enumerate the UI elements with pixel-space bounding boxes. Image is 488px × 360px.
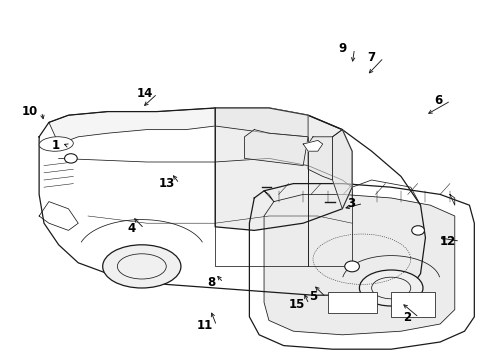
Ellipse shape xyxy=(39,137,73,151)
Text: 4: 4 xyxy=(128,222,136,235)
Polygon shape xyxy=(39,108,425,295)
Text: 11: 11 xyxy=(196,319,212,332)
Text: 2: 2 xyxy=(402,311,410,324)
Ellipse shape xyxy=(102,245,181,288)
Polygon shape xyxy=(264,194,454,335)
Bar xyxy=(327,292,376,313)
Text: 12: 12 xyxy=(439,235,455,248)
Circle shape xyxy=(344,261,359,272)
Text: 5: 5 xyxy=(309,291,317,303)
Polygon shape xyxy=(49,108,215,144)
Circle shape xyxy=(64,154,77,163)
Text: 3: 3 xyxy=(346,197,354,210)
Text: 13: 13 xyxy=(159,177,175,190)
Text: 14: 14 xyxy=(137,87,153,100)
Polygon shape xyxy=(303,140,322,151)
Circle shape xyxy=(411,226,424,235)
Polygon shape xyxy=(332,130,351,209)
Text: 1: 1 xyxy=(52,139,60,152)
Text: 6: 6 xyxy=(434,94,442,107)
Ellipse shape xyxy=(359,270,422,306)
Text: 9: 9 xyxy=(338,42,346,55)
Bar xyxy=(390,292,434,317)
Text: 15: 15 xyxy=(288,298,305,311)
Polygon shape xyxy=(249,184,473,349)
Text: 10: 10 xyxy=(21,105,38,118)
Polygon shape xyxy=(307,137,332,180)
Polygon shape xyxy=(244,130,307,166)
Text: 8: 8 xyxy=(207,276,215,289)
Polygon shape xyxy=(215,108,307,137)
Polygon shape xyxy=(215,108,351,230)
Text: 7: 7 xyxy=(367,51,375,64)
